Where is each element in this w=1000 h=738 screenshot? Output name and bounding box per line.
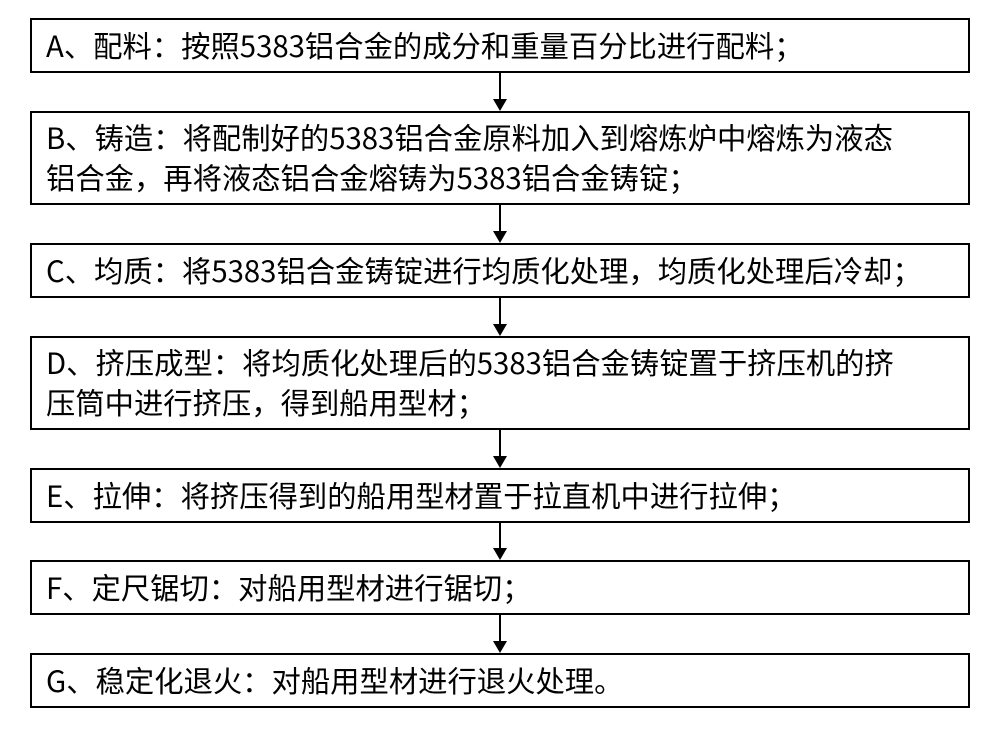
arrow-a-b	[499, 73, 501, 111]
step-text-b: B、铸造：将配制好的5383铝合金原料加入到熔炼炉中熔炼为液态 铝合金，再将液态…	[46, 118, 893, 197]
arrow-head-icon	[493, 548, 507, 560]
step-box-b: B、铸造：将配制好的5383铝合金原料加入到熔炼炉中熔炼为液态 铝合金，再将液态…	[30, 111, 970, 205]
step-box-e: E、拉伸：将挤压得到的船用型材置于拉直机中进行拉伸；	[30, 468, 970, 523]
step-text-a: A、配料：按照5383铝合金的成分和重量百分比进行配料；	[46, 26, 804, 66]
arrow-shaft	[499, 615, 501, 643]
arrow-shaft	[499, 205, 501, 233]
arrow-f-g	[499, 615, 501, 653]
flowchart-canvas: A、配料：按照5383铝合金的成分和重量百分比进行配料； B、铸造：将配制好的5…	[0, 0, 1000, 738]
step-box-g: G、稳定化退火：对船用型材进行退火处理。	[30, 653, 970, 708]
step-box-d: D、挤压成型：将均质化处理后的5383铝合金铸锭置于挤压机的挤 压筒中进行挤压，…	[30, 336, 970, 430]
step-text-f: F、定尺锯切：对船用型材进行锯切；	[46, 568, 531, 608]
step-text-e: E、拉伸：将挤压得到的船用型材置于拉直机中进行拉伸；	[46, 476, 796, 516]
arrow-head-icon	[493, 99, 507, 111]
arrow-c-d	[499, 298, 501, 336]
arrow-shaft	[499, 298, 501, 326]
step-box-a: A、配料：按照5383铝合金的成分和重量百分比进行配料；	[30, 18, 970, 73]
step-box-f: F、定尺锯切：对船用型材进行锯切；	[30, 560, 970, 615]
arrow-head-icon	[493, 641, 507, 653]
step-box-c: C、均质：将5383铝合金铸锭进行均质化处理，均质化处理后冷却；	[30, 243, 970, 298]
arrow-head-icon	[493, 456, 507, 468]
arrow-shaft	[499, 523, 501, 550]
arrow-head-icon	[493, 324, 507, 336]
arrow-d-e	[499, 430, 501, 468]
arrow-shaft	[499, 73, 501, 101]
arrow-b-c	[499, 205, 501, 243]
arrow-head-icon	[493, 231, 507, 243]
step-text-d: D、挤压成型：将均质化处理后的5383铝合金铸锭置于挤压机的挤 压筒中进行挤压，…	[46, 343, 894, 422]
step-text-c: C、均质：将5383铝合金铸锭进行均质化处理，均质化处理后冷却；	[46, 251, 922, 291]
step-text-g: G、稳定化退火：对船用型材进行退火处理。	[46, 661, 623, 701]
arrow-e-f	[499, 523, 501, 560]
arrow-shaft	[499, 430, 501, 458]
